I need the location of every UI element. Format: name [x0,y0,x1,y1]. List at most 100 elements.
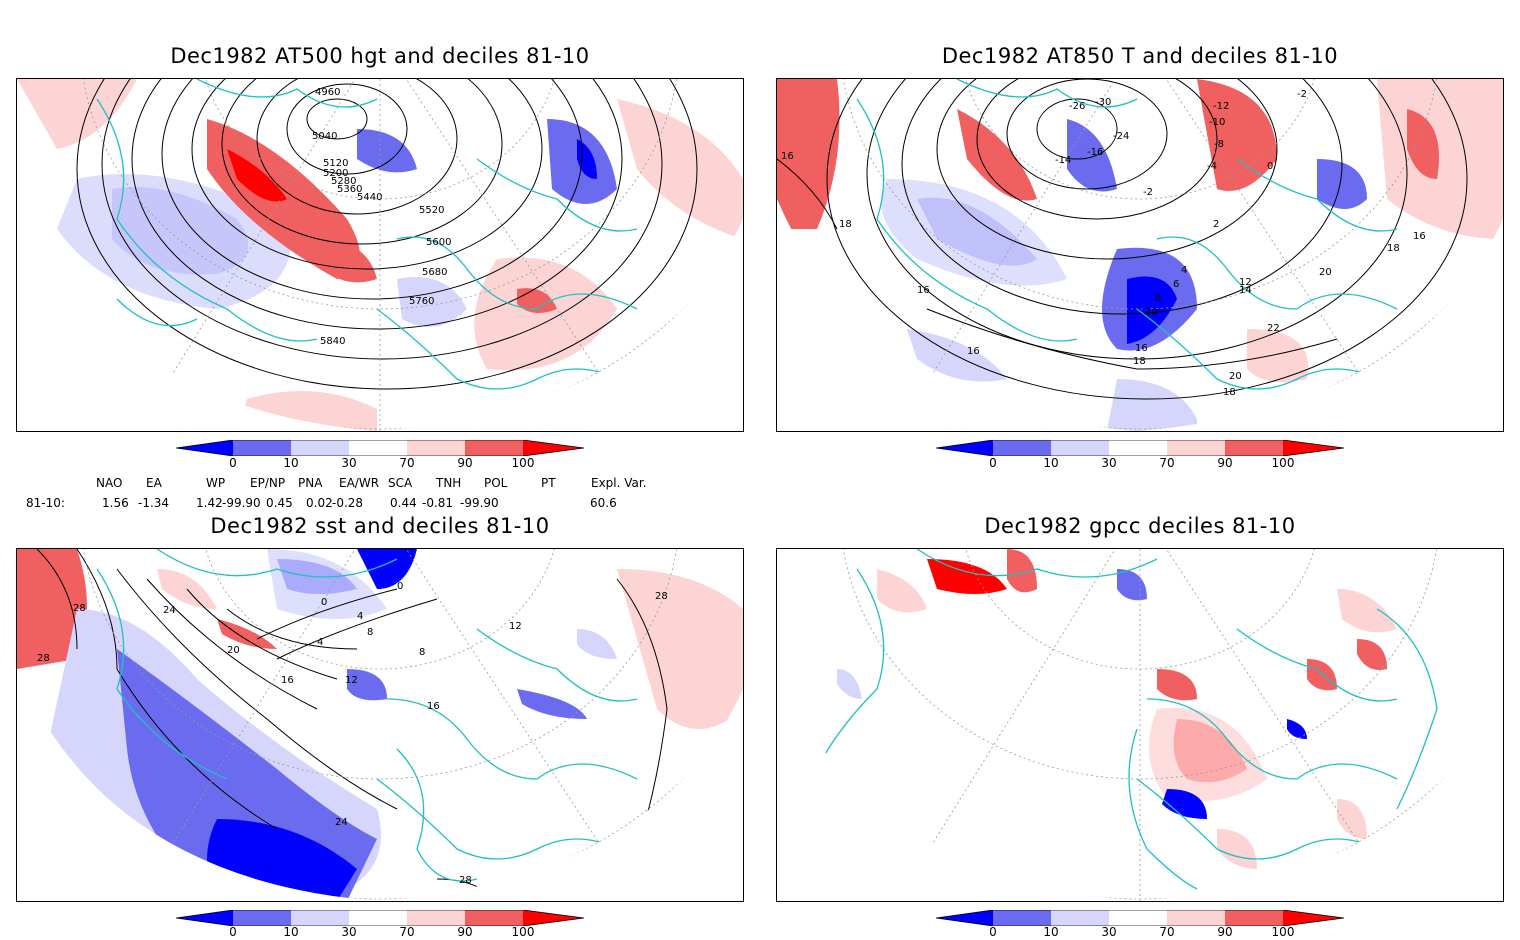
svg-text:2: 2 [1213,219,1219,230]
map-t850[interactable]: -26 -30 -12 -10 -2 -14 -16 -24 -8 -4 0 -… [776,78,1504,432]
index-value: 0.45 [266,496,293,510]
svg-text:22: 22 [1267,323,1280,334]
coastlines [96,549,638,882]
colorbar-tick: 90 [1217,456,1233,470]
index-header: WP [206,476,226,490]
svg-text:4960: 4960 [315,87,340,98]
anomaly-patch [777,79,840,229]
svg-text:6: 6 [1173,279,1179,290]
colorbar-tick: 70 [1159,925,1175,939]
index-row-label: 81-10: [26,496,65,510]
svg-text:-10: -10 [1209,117,1225,128]
anomaly-patch [577,629,617,659]
index-value: -1.34 [138,496,170,510]
index-header: POL [484,476,508,490]
graticule [17,549,743,901]
map-sst[interactable]: 28 24 28 0 0 4 8 4 8 20 16 12 16 12 24 2… [16,548,744,902]
colorbar-tick: 100 [511,925,535,939]
svg-text:20: 20 [1319,267,1332,278]
svg-text:5840: 5840 [320,336,345,347]
colorbar-swatches [175,909,585,927]
colorbar-tick: 70 [1159,456,1175,470]
svg-text:-24: -24 [1113,131,1129,142]
svg-text:-16: -16 [1087,147,1103,158]
svg-text:14: 14 [1239,285,1252,296]
svg-text:0: 0 [321,597,327,608]
anomaly-patch [1127,276,1177,344]
panel-title-t850: Dec1982 AT850 T and deciles 81-10 [941,44,1339,68]
svg-text:4: 4 [317,637,323,648]
anomaly-patch [927,559,1007,594]
colorbar-tick: 30 [1101,456,1117,470]
map-gpcc[interactable] [776,548,1504,902]
anomaly-patch [227,149,287,202]
map-hgt500[interactable]: 4960 5040 5120 5200 5280 5360 5440 5520 … [16,78,744,432]
anomaly-patch [1337,589,1397,633]
index-value: 0.44 [390,496,417,510]
svg-text:8: 8 [419,647,425,658]
svg-text:16: 16 [781,151,794,162]
index-header: NAO [96,476,123,490]
svg-text:28: 28 [73,603,86,614]
svg-text:0: 0 [1267,161,1273,172]
contour-labels: 28 24 28 0 0 4 8 4 8 20 16 12 16 12 24 2… [37,581,668,886]
anomaly-patch [17,79,137,149]
svg-text:5280: 5280 [331,176,356,187]
index-value: 0.02 [306,496,333,510]
svg-text:4: 4 [1181,265,1187,276]
contour-labels: 4960 5040 5120 5200 5280 5360 5440 5520 … [312,87,451,347]
colorbar-hgt500: 0 10 30 70 90 100 [175,439,586,472]
colorbar-tick: 90 [457,456,473,470]
svg-text:24: 24 [163,605,176,616]
svg-text:20: 20 [227,645,240,656]
svg-text:16: 16 [917,285,930,296]
colorbar-tick: 0 [229,925,237,939]
anomaly-patch [357,129,417,173]
map-hgt500-svg: 4960 5040 5120 5200 5280 5360 5440 5520 … [17,79,743,431]
anomaly-patch [1162,789,1207,819]
map-sst-svg: 28 24 28 0 0 4 8 4 8 20 16 12 16 12 24 2… [17,549,743,901]
anomaly-patch [1247,329,1309,383]
coastlines [816,549,1438,890]
colorbar-tick: 90 [1217,925,1233,939]
coastlines [856,79,1398,390]
index-value: 1.42 [196,496,223,510]
anomaly-patch [1149,707,1267,802]
svg-text:5200: 5200 [323,168,348,179]
svg-text:-14: -14 [1055,155,1071,166]
colorbar-tick: 100 [1271,456,1295,470]
svg-text:8: 8 [367,627,373,638]
svg-text:28: 28 [37,653,50,664]
colorbar-tick: 30 [341,925,357,939]
index-header: Expl. Var. [591,476,647,490]
anomaly-patch [617,99,743,239]
svg-text:16: 16 [427,701,440,712]
svg-text:5120: 5120 [323,158,348,169]
anomaly-patch [474,257,617,371]
svg-text:-2: -2 [1297,89,1307,100]
anomaly-patch [357,549,417,589]
colorbar-tick: 100 [1271,925,1295,939]
colorbar-tick: 0 [989,456,997,470]
anomaly-patch [1287,719,1307,739]
svg-text:28: 28 [655,591,668,602]
index-header: SCA [388,476,413,490]
index-header: PNA [298,476,323,490]
index-value: -99.90 [222,496,261,510]
colorbar-tick: 10 [1043,925,1059,939]
colorbar-tick: 0 [989,925,997,939]
anomaly-patch [1107,379,1197,431]
svg-text:5040: 5040 [312,131,337,142]
panel-title-hgt500: Dec1982 AT500 hgt and deciles 81-10 [170,44,590,68]
svg-text:16: 16 [967,346,980,357]
anomaly-patch [347,669,387,701]
svg-text:8: 8 [1155,293,1161,304]
svg-text:16: 16 [281,675,294,686]
anomaly-patch [1007,549,1037,593]
svg-text:10: 10 [1145,307,1158,318]
svg-text:16: 16 [1135,343,1148,354]
anomaly-patch [877,569,927,613]
anomaly-patch [217,619,277,649]
anomaly-patch [617,569,743,729]
colorbar-tick: 30 [1101,925,1117,939]
